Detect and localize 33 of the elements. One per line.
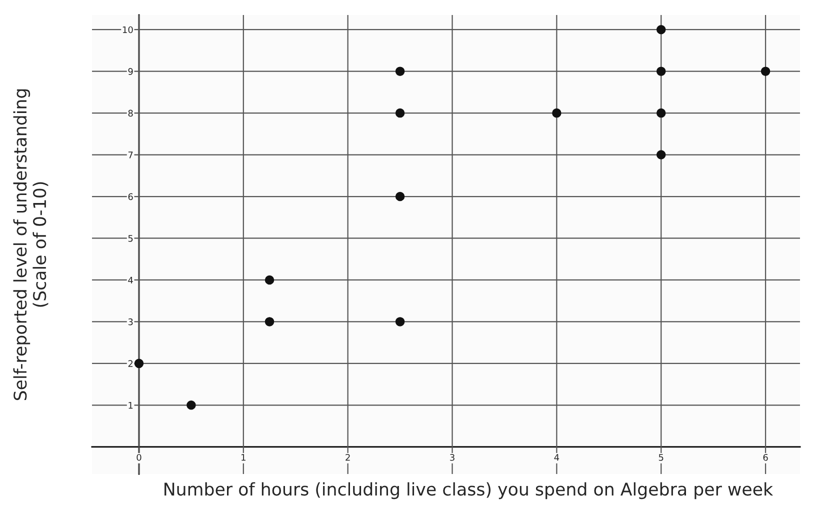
x-tick-label: 0: [136, 454, 142, 461]
x-tick-label: 6: [763, 454, 768, 461]
y-tick-label: 8: [128, 110, 133, 117]
point: [760, 66, 770, 76]
point: [656, 24, 666, 34]
y-axis-title: Self-reported level of understanding (Scale of 0-10): [13, 89, 48, 400]
point: [395, 317, 405, 326]
x-tick-label: 4: [554, 454, 560, 461]
y-tick-label: 9: [128, 68, 133, 75]
point: [186, 400, 196, 410]
point: [134, 358, 144, 368]
point: [656, 150, 666, 160]
point: [395, 66, 405, 76]
point: [395, 192, 405, 202]
point: [656, 108, 666, 118]
x-tick-label: 3: [450, 454, 454, 461]
point: [656, 66, 666, 76]
point: [395, 108, 405, 118]
y-tick-label: 1: [128, 402, 133, 409]
x-tick-label: 2: [346, 454, 350, 461]
x-axis-title: Number of hours (including live class) you spend on Algebra per week: [164, 482, 774, 500]
y-tick-label: 6: [128, 193, 133, 200]
point: [264, 317, 274, 326]
y-tick-label: 10: [122, 26, 133, 34]
y-tick-label: 2: [128, 360, 133, 367]
point: [264, 275, 274, 285]
x-tick-label: 1: [242, 454, 246, 461]
point: [552, 108, 562, 118]
y-tick-label: 3: [128, 318, 133, 326]
y-tick-label: 4: [128, 276, 133, 284]
y-tick-label: 7: [128, 152, 133, 158]
y-tick-label: 5: [128, 235, 133, 242]
x-tick-label: 5: [658, 454, 664, 461]
